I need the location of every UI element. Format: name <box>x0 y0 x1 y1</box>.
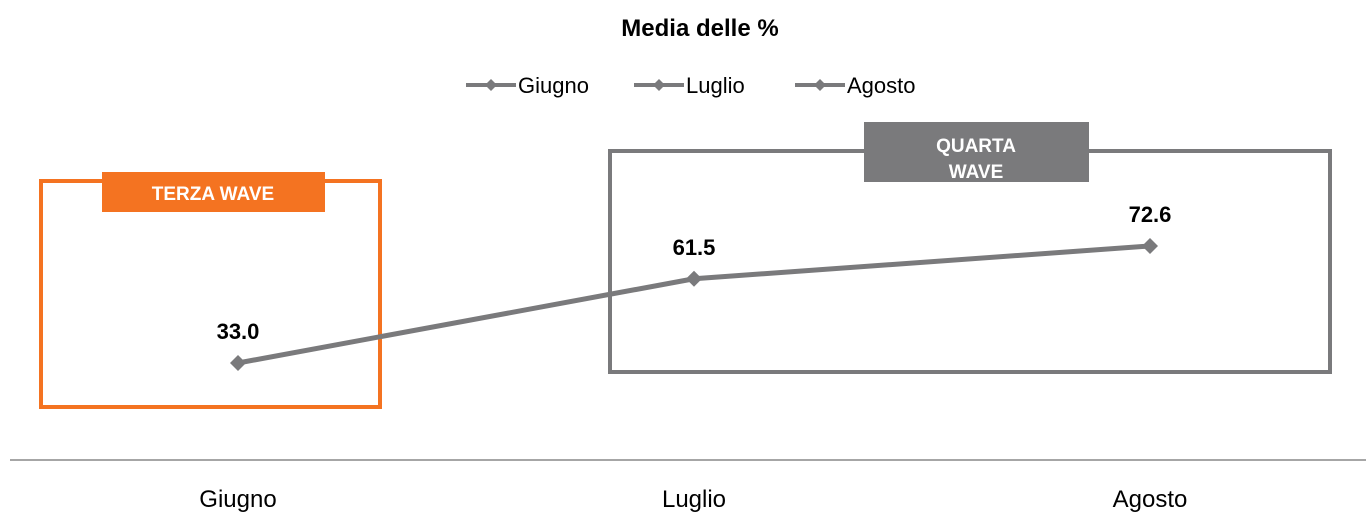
annotation-boxes: TERZA WAVE QUARTA WAVE <box>39 122 1332 409</box>
annotation-quarta-wave: QUARTA WAVE <box>608 122 1332 374</box>
terza-wave-box <box>39 179 382 409</box>
data-label: 33.0 <box>217 319 260 344</box>
data-point <box>686 270 702 287</box>
x-tick-label: Giugno <box>199 486 276 513</box>
data-label: 72.6 <box>1129 202 1172 227</box>
legend-label: Agosto <box>847 73 916 98</box>
data-point <box>1142 237 1158 254</box>
x-tick-label: Agosto <box>1113 486 1188 513</box>
chart-title: Media delle % <box>621 15 778 42</box>
data-point <box>230 354 246 371</box>
legend-marker <box>814 79 826 91</box>
series-line <box>237 243 1151 366</box>
data-label: 61.5 <box>673 235 716 260</box>
terza-wave-label: TERZA WAVE <box>152 184 274 205</box>
quarta-wave-box <box>608 149 1332 374</box>
legend-marker <box>485 79 497 91</box>
quarta-wave-tag <box>864 122 1089 182</box>
legend-item-giugno: Giugno <box>466 73 589 98</box>
series-layer: 33.0 61.5 72.6 <box>217 202 1172 371</box>
x-axis: Giugno Luglio Agosto <box>10 459 1366 513</box>
legend-label: Luglio <box>686 73 745 98</box>
quarta-wave-label: QUARTA WAVE <box>936 136 1016 183</box>
x-tick-label: Luglio <box>662 486 726 513</box>
legend-item-agosto: Agosto <box>795 73 916 98</box>
legend: Giugno Luglio Agosto <box>466 73 916 98</box>
annotation-terza-wave: TERZA WAVE <box>39 172 382 409</box>
legend-marker <box>653 79 665 91</box>
terza-wave-tag <box>102 172 325 212</box>
legend-item-luglio: Luglio <box>634 73 745 98</box>
legend-label: Giugno <box>518 73 589 98</box>
